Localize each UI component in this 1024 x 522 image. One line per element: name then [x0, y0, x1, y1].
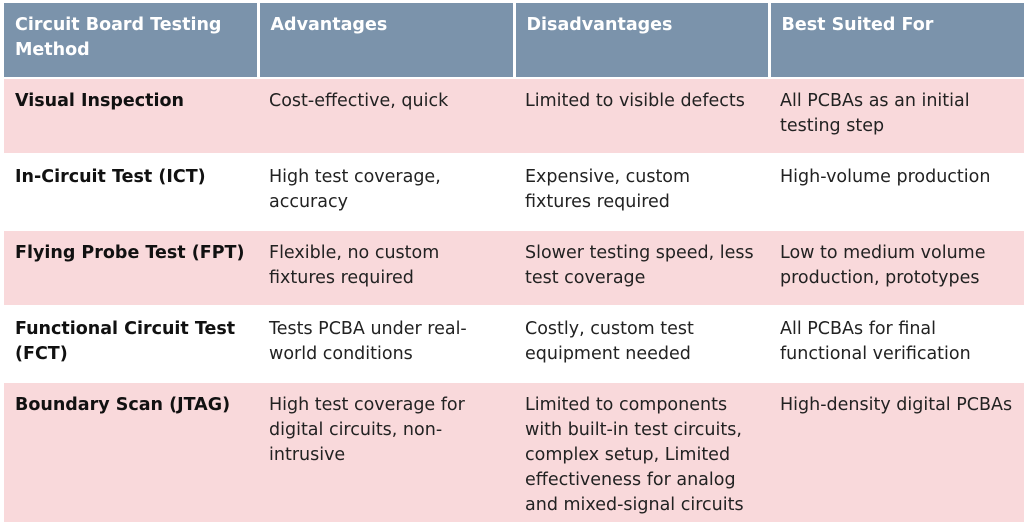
method-cell: Functional Circuit Test (FCT): [4, 306, 258, 382]
table-row: Boundary Scan (JTAG) High test coverage …: [4, 382, 1024, 522]
table-row: Flying Probe Test (FPT) Flexible, no cus…: [4, 230, 1024, 306]
method-cell: Boundary Scan (JTAG): [4, 382, 258, 522]
disadvantages-cell: Slower testing speed, less test coverage: [514, 230, 769, 306]
best-for-cell: Low to medium volume production, prototy…: [769, 230, 1024, 306]
best-for-cell: High-density digital PCBAs: [769, 382, 1024, 522]
disadvantages-cell: Limited to components with built-in test…: [514, 382, 769, 522]
header-row: Circuit Board Testing Method Advantages …: [4, 2, 1024, 78]
table-row: Visual Inspection Cost-effective, quick …: [4, 78, 1024, 154]
method-cell: In-Circuit Test (ICT): [4, 154, 258, 230]
advantages-cell: High test coverage, accuracy: [258, 154, 514, 230]
best-for-cell: All PCBAs as an initial testing step: [769, 78, 1024, 154]
advantages-cell: Tests PCBA under real-world conditions: [258, 306, 514, 382]
best-for-cell: High-volume production: [769, 154, 1024, 230]
disadvantages-cell: Expensive, custom fixtures required: [514, 154, 769, 230]
table-row: In-Circuit Test (ICT) High test coverage…: [4, 154, 1024, 230]
testing-methods-table: Circuit Board Testing Method Advantages …: [4, 1, 1024, 522]
disadvantages-cell: Costly, custom test equipment needed: [514, 306, 769, 382]
advantages-cell: High test coverage for digital circuits,…: [258, 382, 514, 522]
header-disadvantages: Disadvantages: [514, 2, 771, 78]
header-method: Circuit Board Testing Method: [4, 2, 260, 78]
advantages-cell: Flexible, no custom fixtures required: [258, 230, 514, 306]
table-row: Functional Circuit Test (FCT) Tests PCBA…: [4, 306, 1024, 382]
header-best-suited: Best Suited For: [769, 2, 1024, 78]
advantages-cell: Cost-effective, quick: [258, 78, 514, 154]
best-for-cell: All PCBAs for final functional verificat…: [769, 306, 1024, 382]
header-advantages: Advantages: [258, 2, 516, 78]
disadvantages-cell: Limited to visible defects: [514, 78, 769, 154]
method-cell: Flying Probe Test (FPT): [4, 230, 258, 306]
method-cell: Visual Inspection: [4, 78, 258, 154]
